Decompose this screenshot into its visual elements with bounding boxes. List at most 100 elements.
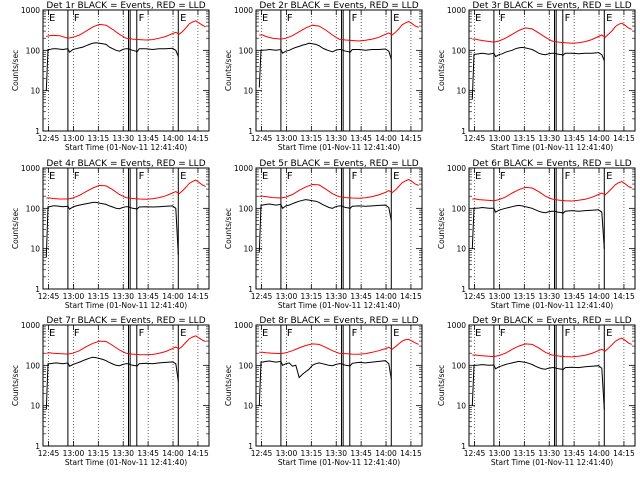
flag-label: F [352, 13, 358, 24]
x-tick-label: 13:00 [63, 134, 85, 143]
y-axis-label: Counts/sec [437, 50, 446, 91]
panel-title: Det 1r BLACK = Events, RED = LLD [46, 1, 205, 11]
flag-label: F [352, 171, 358, 182]
x-tick-label: 13:45 [563, 292, 585, 301]
flag-label: E [180, 328, 186, 339]
plot-frame [255, 324, 423, 447]
x-tick-label: 12:45 [38, 134, 60, 143]
panel-title: Det 3r BLACK = Events, RED = LLD [472, 1, 631, 11]
y-tick-label: 100 [26, 204, 41, 213]
flag-label: F [287, 171, 293, 182]
y-tick-label: 1000 [447, 6, 466, 15]
x-tick-label: 13:30 [325, 134, 347, 143]
chart-panel-2: Det 2r BLACK = Events, RED = LLD 1 10 100 10… [224, 1, 423, 152]
y-tick-label: 1 [461, 442, 466, 451]
y-axis-label: Counts/sec [224, 208, 233, 249]
y-tick-label: 100 [26, 46, 41, 55]
x-tick-label: 14:00 [162, 134, 184, 143]
chart-panel-6: Det 6r BLACK = Events, RED = LLD 1 10 100 10… [437, 159, 636, 310]
flag-label: F [139, 13, 145, 24]
y-axis-label: Counts/sec [437, 365, 446, 406]
x-tick-label: 12:45 [251, 134, 273, 143]
flag-label: E [49, 328, 55, 339]
flag-label: F [565, 328, 571, 339]
chart-panel-9: Det 9r BLACK = Events, RED = LLD 1 10 100 10… [437, 316, 636, 467]
x-tick-label: 13:15 [514, 449, 536, 458]
flag-label: F [565, 13, 571, 24]
y-tick-label: 1 [35, 127, 40, 136]
x-tick-label: 13:30 [538, 292, 560, 301]
y-tick-label: 1 [248, 285, 253, 294]
x-tick-label: 13:45 [137, 449, 159, 458]
x-tick-label: 14:15 [187, 292, 209, 301]
x-tick-label: 14:15 [613, 449, 635, 458]
y-tick-label: 100 [452, 46, 467, 55]
flag-label: E [262, 171, 268, 182]
y-axis-label: Counts/sec [11, 50, 20, 91]
chart-panel-7: Det 7r BLACK = Events, RED = LLD 1 10 100 10… [11, 316, 210, 467]
x-axis-label: Start Time (01-Nov-11 12:41:40) [65, 143, 187, 152]
chart-panel-4: Det 4r BLACK = Events, RED = LLD 1 10 100 10… [11, 159, 210, 310]
x-tick-label: 13:30 [112, 449, 134, 458]
flag-label: E [49, 13, 55, 24]
series-lld-line [46, 20, 206, 41]
series-events-line [45, 356, 179, 410]
x-tick-label: 13:45 [350, 449, 372, 458]
series-events-line [45, 42, 179, 91]
panel-title: Det 6r BLACK = Events, RED = LLD [472, 159, 631, 169]
x-tick-label: 14:15 [400, 449, 422, 458]
y-tick-label: 1 [35, 285, 40, 294]
x-axis-label: Start Time (01-Nov-11 12:41:40) [278, 301, 400, 310]
y-tick-label: 10 [243, 245, 253, 254]
x-tick-label: 13:00 [63, 292, 85, 301]
flag-label: E [606, 171, 612, 182]
plot-frame [255, 167, 423, 290]
series-events-line [45, 201, 179, 258]
y-tick-label: 10 [243, 402, 253, 411]
x-tick-label: 14:00 [375, 449, 397, 458]
x-tick-label: 13:30 [112, 292, 134, 301]
x-tick-label: 14:00 [375, 292, 397, 301]
x-tick-label: 12:45 [464, 292, 486, 301]
x-tick-label: 13:45 [350, 134, 372, 143]
y-axis-label: Counts/sec [437, 208, 446, 249]
panel-title: Det 4r BLACK = Events, RED = LLD [46, 159, 205, 169]
x-tick-label: 12:45 [38, 449, 60, 458]
y-tick-label: 1000 [234, 321, 253, 330]
x-axis-label: Start Time (01-Nov-11 12:41:40) [491, 143, 613, 152]
flag-label: F [74, 171, 80, 182]
x-tick-label: 13:00 [276, 134, 298, 143]
x-tick-label: 14:15 [400, 292, 422, 301]
flag-label: F [500, 328, 506, 339]
panel-title: Det 2r BLACK = Events, RED = LLD [259, 1, 418, 11]
y-axis-label: Counts/sec [224, 50, 233, 91]
series-lld-line [259, 20, 419, 42]
chart-panel-8: Det 8r BLACK = Events, RED = LLD 1 10 100 10… [224, 316, 423, 467]
x-axis-label: Start Time (01-Nov-11 12:41:40) [491, 301, 613, 310]
y-tick-label: 100 [452, 204, 467, 213]
y-tick-label: 1000 [21, 6, 40, 15]
x-tick-label: 13:30 [325, 449, 347, 458]
series-lld-line [46, 335, 206, 356]
x-tick-label: 12:45 [464, 134, 486, 143]
x-tick-label: 12:45 [251, 449, 273, 458]
flag-label: E [475, 328, 481, 339]
flag-label: E [475, 171, 481, 182]
x-tick-label: 13:15 [301, 292, 323, 301]
flag-label: E [393, 328, 399, 339]
y-tick-label: 10 [456, 245, 466, 254]
x-tick-label: 13:45 [563, 134, 585, 143]
y-tick-label: 1000 [21, 321, 40, 330]
y-tick-label: 10 [30, 245, 40, 254]
flag-label: E [475, 13, 481, 24]
flag-label: E [180, 171, 186, 182]
y-tick-label: 1 [248, 442, 253, 451]
x-tick-label: 14:15 [400, 134, 422, 143]
x-tick-label: 14:15 [187, 449, 209, 458]
panel-title: Det 5r BLACK = Events, RED = LLD [259, 159, 418, 169]
x-tick-label: 14:00 [162, 449, 184, 458]
y-tick-label: 10 [456, 402, 466, 411]
x-tick-label: 14:00 [588, 292, 610, 301]
panel-title: Det 8r BLACK = Events, RED = LLD [259, 316, 418, 326]
